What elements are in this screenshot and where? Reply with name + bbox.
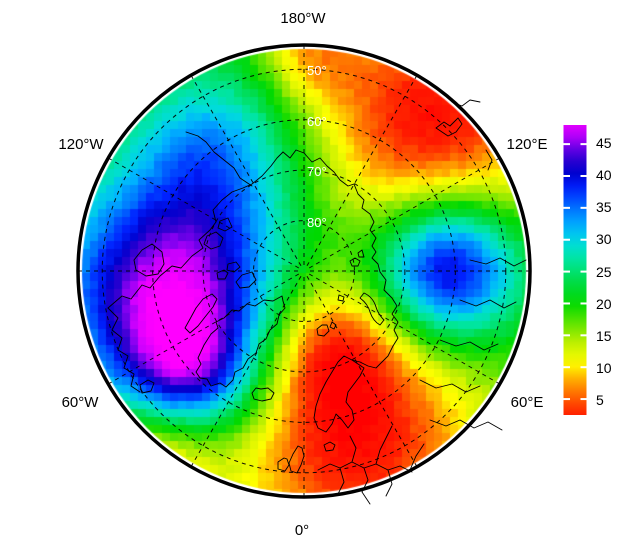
colorbar-tick-10: [563, 366, 570, 369]
coastline-victoria-island: [203, 231, 224, 250]
coastline-iceland: [251, 387, 275, 402]
meridian-label-0: 0°: [295, 522, 309, 539]
parallel-label-60: 60°: [307, 114, 327, 129]
colorbar-tick-45: [580, 143, 587, 146]
coastline-franz-josef-land: [337, 294, 345, 302]
parallel-label-50: 50°: [307, 63, 327, 78]
coastline-ellesmere-island: [235, 271, 257, 289]
parallel-circle-80: [253, 220, 355, 322]
colorbar: 45 40 35 30 25 20 15 10 5: [563, 125, 612, 415]
coastline-somerset-island: [216, 269, 229, 280]
meridian-line-60: [308, 273, 500, 385]
colorbar-tick-20: [563, 302, 570, 305]
coastline-devon-island: [226, 261, 241, 273]
meridian-label-60e: 60°E: [511, 394, 544, 411]
colorbar-tick-5: [563, 398, 570, 401]
colorbar-tick-20: [580, 302, 587, 305]
colorbar-label-35: 35: [596, 199, 612, 215]
parallel-circle-50: [101, 68, 507, 474]
coastline-alaska-pacific: [185, 131, 253, 187]
meridian-label-120e: 120°E: [506, 136, 547, 153]
meridian-label-120w: 120°W: [58, 136, 104, 153]
coastline-canadian-arctic-mainland: [107, 151, 284, 309]
coastline-great-britain: [288, 445, 305, 474]
colorbar-tick-15: [580, 334, 587, 337]
map-outer-circle: [76, 43, 532, 499]
coastline-svalbard: [316, 321, 337, 337]
coastline-severnaya-zemlya: [349, 249, 365, 267]
colorbar-label-30: 30: [596, 231, 612, 247]
colorbar-tick-30: [563, 238, 570, 241]
colorbar-tick-35: [580, 206, 587, 209]
colorbar-ticks: [563, 143, 587, 401]
colorbar-tick-15: [563, 334, 570, 337]
parallel-label-80: 80°: [307, 215, 327, 230]
colorbar-tick-10: [580, 366, 587, 369]
coastline-scandinavia: [313, 355, 365, 433]
meridian-line-300: [108, 273, 300, 385]
coastline-banks-island: [217, 217, 233, 232]
colorbar-label-25: 25: [596, 264, 612, 280]
coastline-novaya-zemlya: [359, 292, 385, 326]
colorbar-tick-45: [563, 143, 570, 146]
colorbar-gradient-bar: [563, 125, 587, 415]
borders-europe: [337, 425, 425, 505]
colorbar-label-45: 45: [596, 135, 612, 151]
colorbar-label-15: 15: [596, 328, 612, 344]
meridian-label-60w: 60°W: [62, 394, 100, 411]
colorbar-tick-35: [563, 206, 570, 209]
parallel-circle-70: [202, 169, 406, 373]
coastline-newfoundland: [139, 379, 155, 394]
colorbar-tick-40: [580, 174, 587, 177]
parallel-label-70: 70°: [307, 164, 327, 179]
coastline-baffin-island: [184, 293, 218, 334]
colorbar-label-5: 5: [596, 392, 604, 408]
coastline-denmark: [323, 441, 336, 452]
coastlines: [107, 99, 527, 505]
meridian-line-240: [108, 157, 300, 269]
colorbar-tick-25: [580, 270, 587, 273]
coastline-hudson-bay: [133, 243, 165, 277]
meridian-label-180w: 180°W: [280, 10, 326, 27]
colorbar-tick-40: [563, 174, 570, 177]
graticule: [78, 45, 530, 497]
colorbar-tick-5: [580, 398, 587, 401]
colorbar-tick-25: [563, 270, 570, 273]
meridian-line-210: [190, 75, 302, 267]
coastline-greenland: [195, 295, 286, 388]
borders-russia: [419, 257, 527, 431]
meridian-line-120: [308, 157, 500, 269]
coastline-eurasia-arctic: [282, 149, 399, 369]
coastline-na-east: [107, 307, 141, 393]
coastline-ireland: [277, 457, 290, 472]
colorbar-label-40: 40: [596, 167, 612, 183]
colorbar-label-10: 10: [596, 360, 612, 376]
colorbar-label-20: 20: [596, 296, 612, 312]
colorbar-tick-30: [580, 238, 587, 241]
